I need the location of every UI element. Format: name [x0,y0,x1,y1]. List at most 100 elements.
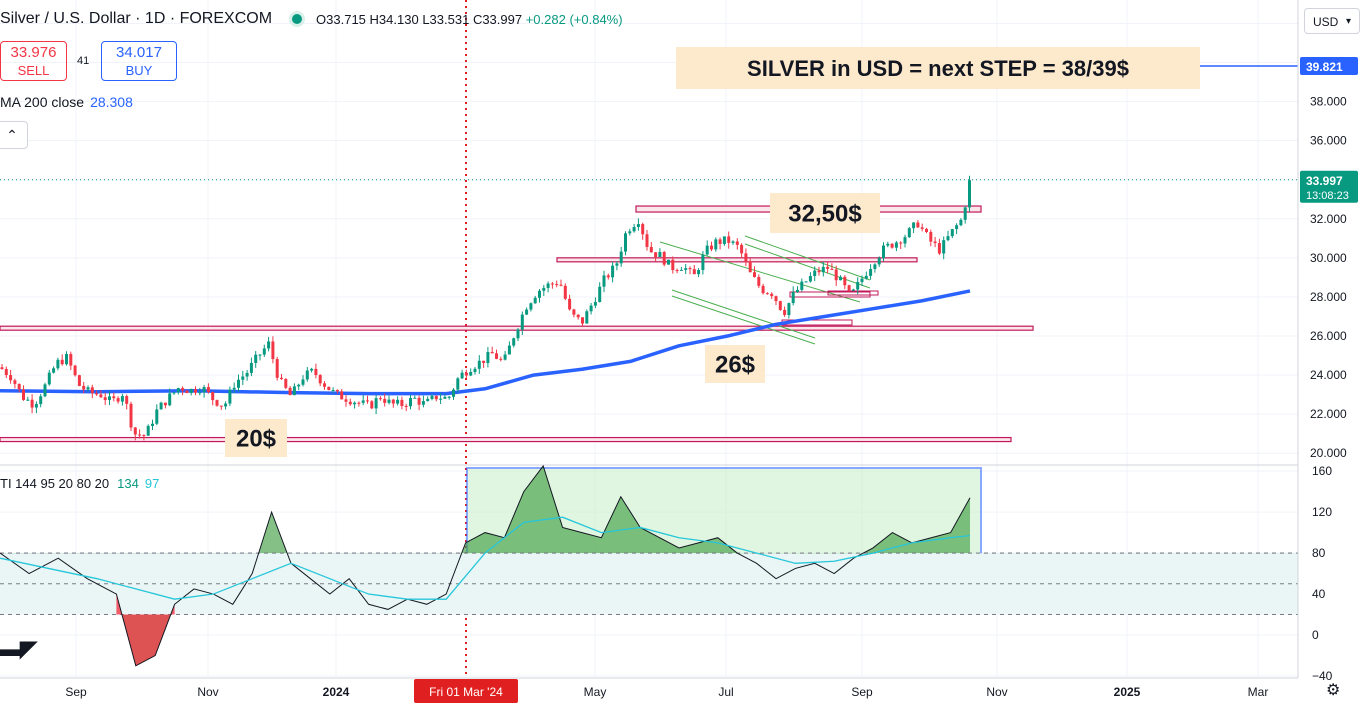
candle-body [486,352,490,363]
candle-body [555,284,559,286]
candle-body [727,236,731,243]
market-open-icon [292,14,303,24]
time-tick-label: Jul [718,685,733,699]
candle-body [572,309,576,315]
candle-body [925,228,928,233]
candle-body [366,400,369,402]
tradingview-logo-icon: ▬◤ [0,636,37,661]
collapse-legend-button[interactable]: ⌃ [0,121,28,149]
candle-body [641,224,645,235]
ma-legend[interactable]: MA 200 close 28.308 [0,94,133,110]
candle-body [937,243,941,254]
candle-body [636,224,640,227]
time-tick-label: Nov [197,685,218,699]
close-value: C33.997 [472,11,523,27]
candle-body [82,385,86,390]
candle-body [138,434,142,436]
candle-body [826,266,830,269]
candle-body [890,243,894,248]
cti-tick-label: 120 [1312,505,1332,519]
candle-body [357,402,361,404]
candle-body [69,353,73,366]
candle-body [47,372,51,385]
candle-body [280,377,283,380]
cti-legend[interactable]: TI 144 95 20 80 20 134 97 [0,476,159,491]
candle-body [452,389,455,397]
candle-body [39,396,43,405]
price-label-text: 39.821 [1306,60,1343,74]
candle-body [542,287,546,291]
currency-select[interactable]: USD ▾ [1304,8,1360,34]
candle-body [335,389,339,392]
candle-body [907,228,911,238]
candle-body [740,244,744,254]
candle-body [17,383,21,390]
channel-line [671,295,816,345]
candle-body [933,241,937,244]
symbol-title[interactable]: Silver / U.S. Dollar · 1D · FOREXCOM [0,10,273,27]
candle-body [675,270,679,272]
candle-body [516,329,520,339]
candle-body [426,398,430,402]
candle-body [525,309,529,315]
candle-body [387,399,391,403]
candle-body [133,427,137,435]
support-zone-20 [0,436,1012,443]
spread-value: 41 [77,55,90,67]
sell-button[interactable]: 33.976 SELL [0,41,67,81]
candle-body [271,341,275,360]
candle-body [228,389,232,404]
candle-body [4,369,8,376]
candle-body [735,241,739,245]
candle-body [297,384,301,387]
candle-body [361,400,365,403]
candle-body [611,265,615,278]
price-axis[interactable]: 42.00040.00038.00036.00034.00032.00030.0… [1297,0,1369,703]
candle-body [90,387,94,394]
candles [0,175,971,441]
change-value: +0.282 (+0.84%) [525,11,623,27]
annotation-box [676,47,1200,89]
candle-body [413,397,417,399]
annotation-box [705,345,765,383]
candle-body [757,276,761,286]
candle-body [529,303,533,310]
candle-body [168,393,172,406]
candle-body [499,358,503,360]
ma-200-line [0,289,971,396]
chevron-up-icon: ⌃ [6,127,18,143]
candle-body [30,399,34,408]
candle-body [912,222,916,229]
candle-body [959,219,963,226]
cti-oversold-area [116,594,175,666]
buy-button[interactable]: 34.017 BUY [101,41,177,81]
annotation-box [225,419,287,457]
candle-body [847,285,851,291]
countdown-text: 13:08:23 [1306,190,1349,202]
mid-zone-29-90 [556,257,918,263]
price-tick-label: 28.000 [1310,290,1347,304]
candle-body [563,285,567,299]
candle-body [490,352,494,354]
candle-body [417,397,421,405]
candle-body [821,266,825,273]
candle-body [219,405,223,407]
high-value: H34.130 [369,11,419,27]
candle-body [348,401,352,405]
candle-body [520,314,524,330]
date-marker-label: Fri 01 Mar '24 [429,685,503,699]
candle-body [808,276,812,282]
candle-body [761,285,765,294]
candle-body [77,375,81,386]
candle-body [477,360,481,369]
candle-body [817,270,821,273]
time-axis[interactable]: Sep Nov 2024 Fri 01 Mar '24 May Jul Sep Nov 2025… [0,677,1298,703]
candle-body [323,383,326,387]
candle-body [710,245,713,250]
annotations: SILVER in USD = next STEP = 38/39$ 32,50$… [225,47,1200,457]
gear-icon[interactable]: ⚙ [1326,682,1341,699]
candle-body [864,275,868,279]
candle-body [34,404,38,408]
candle-body [421,401,425,405]
